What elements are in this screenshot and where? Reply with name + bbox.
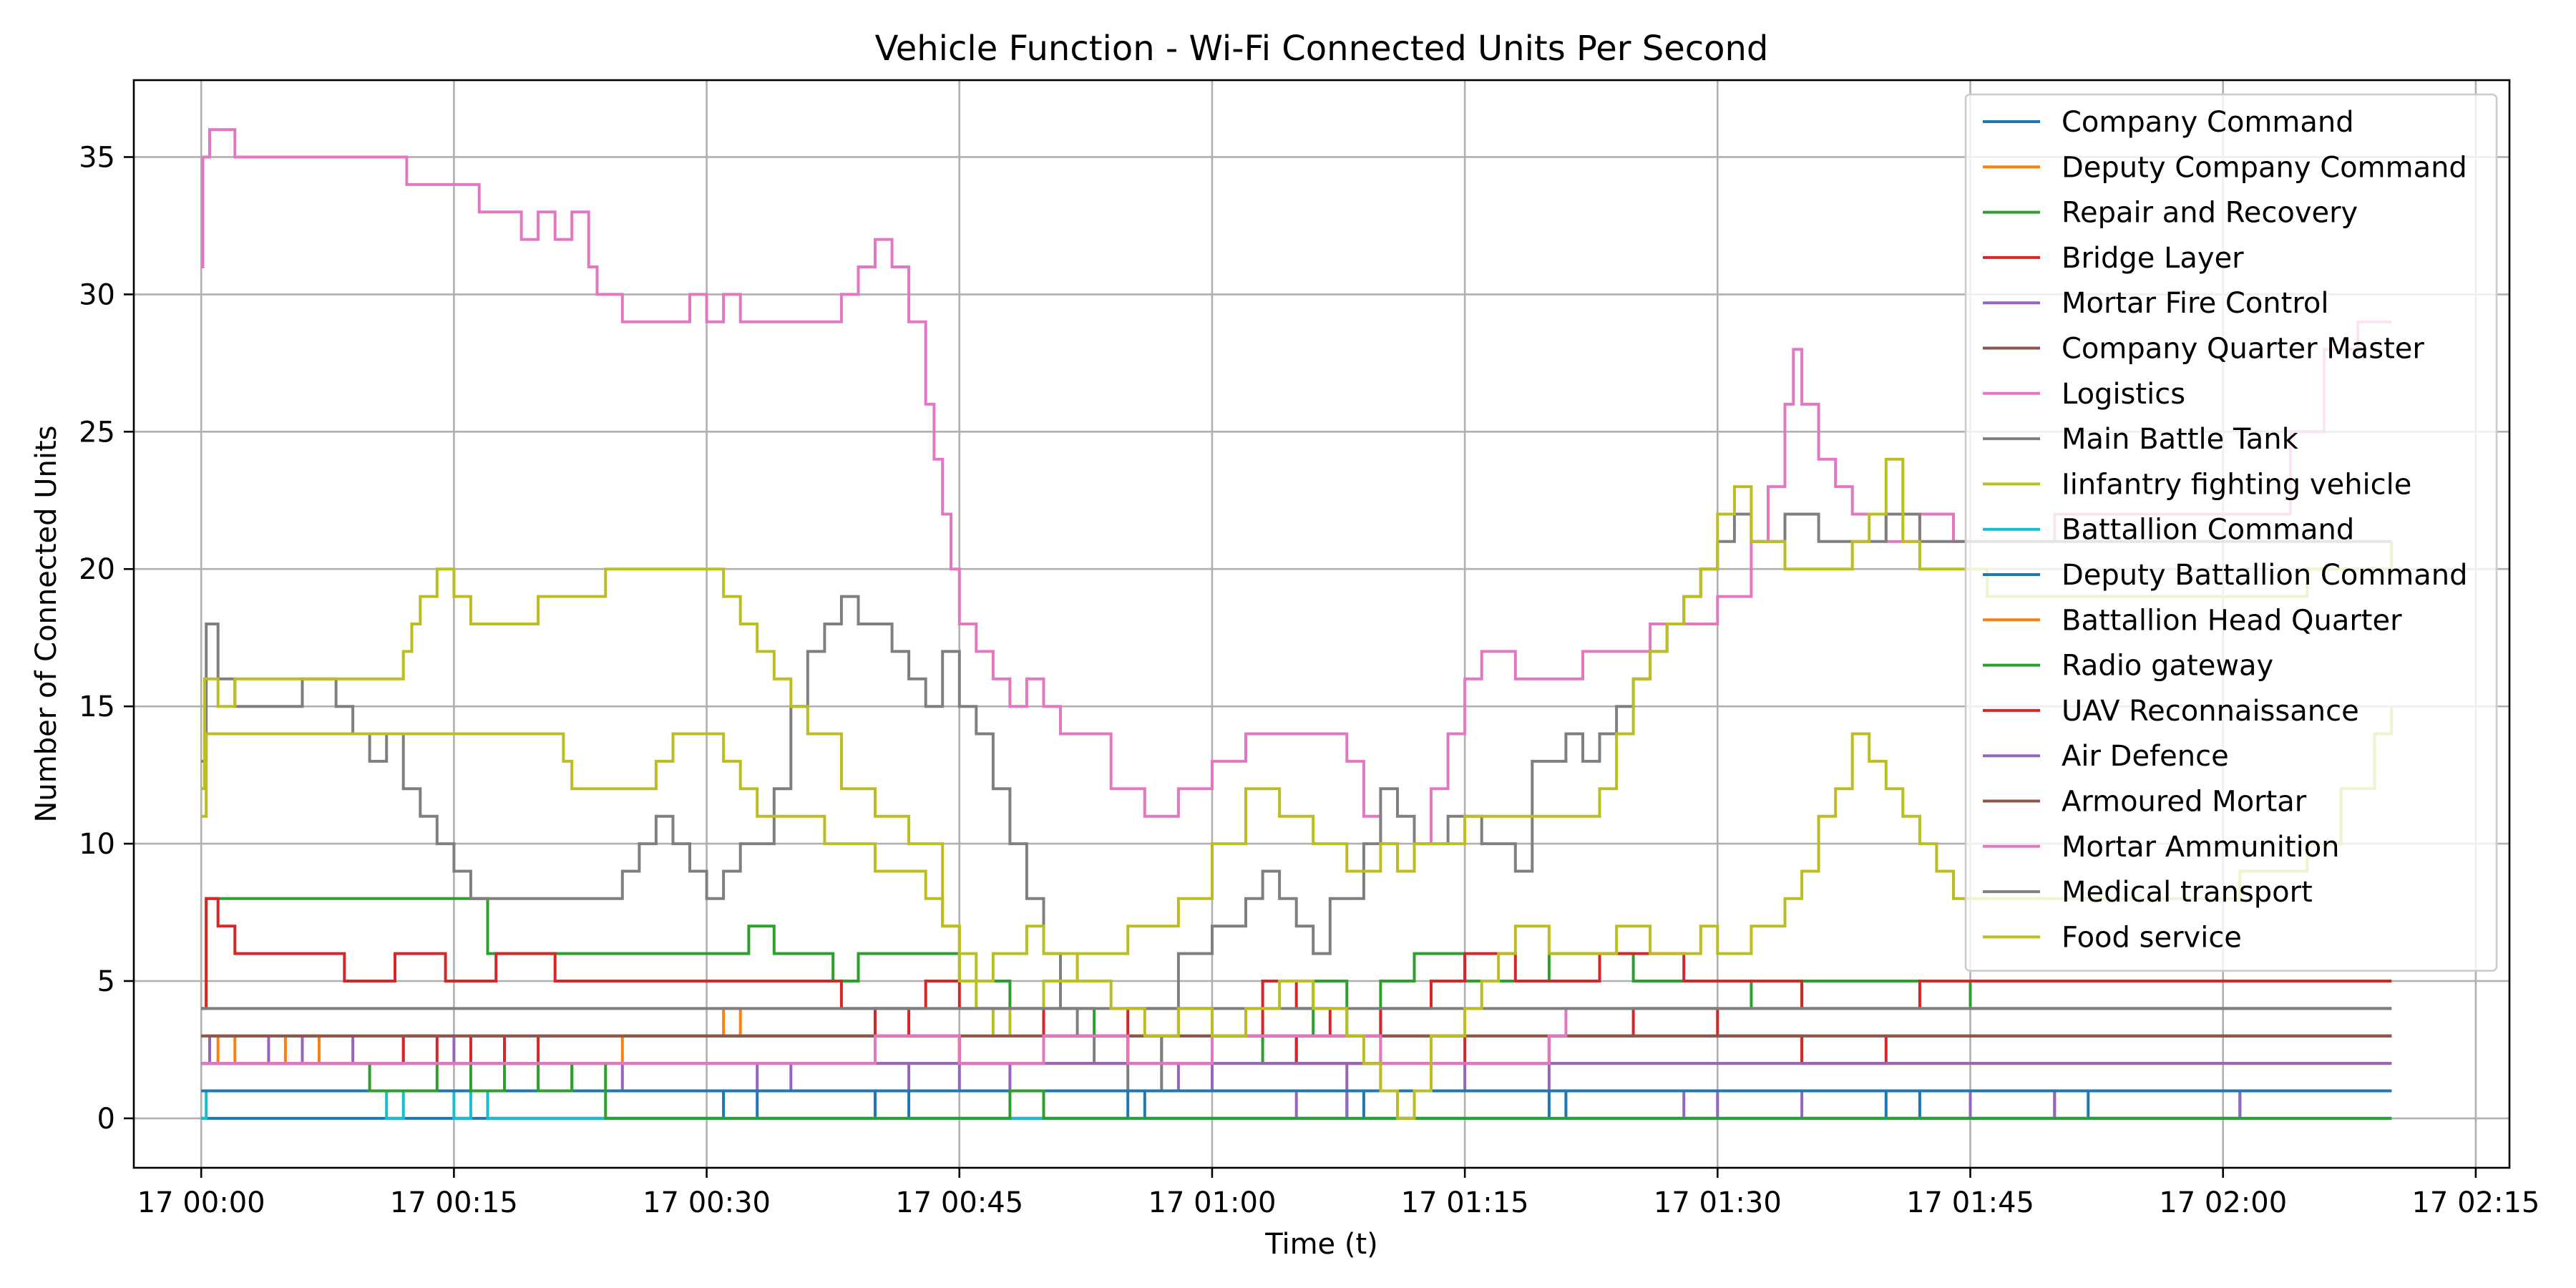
axis-ticks: 17 00:00 17 00:15 17 00:30 17 00:45 17 01:00… [79, 141, 2540, 1219]
chart-title: Vehicle Function - Wi-Fi Connected Units… [875, 29, 1769, 69]
y-tick-label-7: 35 [79, 141, 115, 174]
y-tick-label-6: 30 [79, 278, 115, 311]
x-tick-label-5: 17 01:15 [1401, 1186, 1529, 1219]
legend-label-4: Mortar Fire Control [2062, 287, 2328, 320]
x-tick-label-2: 17 00:30 [643, 1186, 771, 1219]
x-tick-label-0: 17 00:00 [137, 1186, 265, 1219]
legend-label-0: Company Command [2062, 106, 2354, 139]
x-tick-label-8: 17 02:00 [2159, 1186, 2287, 1219]
x-tick-label-9: 17 02:15 [2411, 1186, 2540, 1219]
legend-label-16: Mortar Ammunition [2062, 831, 2340, 864]
legend-label-15: Armoured Mortar [2062, 786, 2307, 819]
legend-label-13: UAV Reconnaissance [2062, 695, 2359, 728]
y-tick-label-4: 20 [79, 553, 115, 586]
legend-label-8: Iinfantry fighting vehicle [2062, 468, 2411, 501]
legend-label-1: Deputy Company Command [2062, 151, 2467, 184]
x-tick-label-7: 17 01:45 [1906, 1186, 2034, 1219]
plot-frame [132, 79, 2511, 1169]
y-tick-label-0: 0 [97, 1103, 115, 1136]
x-axis-label: Time (t) [1264, 1228, 1378, 1261]
legend: Company Command Deputy Company Command Rep… [1964, 93, 2498, 972]
legend-label-3: Bridge Layer [2062, 242, 2244, 275]
legend-label-11: Battallion Head Quarter [2062, 604, 2402, 637]
x-tick-label-4: 17 01:00 [1148, 1186, 1277, 1219]
y-tick-label-2: 10 [79, 828, 115, 861]
legend-label-2: Repair and Recovery [2062, 197, 2358, 230]
legend-label-12: Radio gateway [2062, 650, 2273, 683]
legend-label-14: Air Defence [2062, 740, 2229, 773]
x-tick-label-6: 17 01:30 [1654, 1186, 1782, 1219]
legend-label-7: Main Battle Tank [2062, 423, 2299, 456]
legend-box [1964, 93, 2498, 972]
x-tick-label-1: 17 00:15 [390, 1186, 518, 1219]
legend-label-18: Food service [2062, 921, 2242, 954]
legend-label-9: Battallion Command [2062, 514, 2354, 547]
legend-label-17: Medical transport [2062, 876, 2313, 909]
y-tick-label-3: 15 [79, 691, 115, 723]
series-line-6 [201, 128, 2392, 873]
y-tick-label-5: 25 [79, 416, 115, 449]
legend-label-10: Deputy Battallion Command [2062, 559, 2468, 592]
y-tick-label-1: 5 [97, 965, 115, 998]
x-tick-label-3: 17 00:45 [895, 1186, 1023, 1219]
legend-label-5: Company Quarter Master [2062, 333, 2424, 366]
series-line-8 [201, 457, 2394, 1038]
series-lines [201, 128, 2394, 1120]
legend-label-6: Logistics [2062, 378, 2185, 411]
series-line-18 [201, 706, 2394, 1120]
y-axis-label: Number of Connected Units [30, 425, 63, 822]
